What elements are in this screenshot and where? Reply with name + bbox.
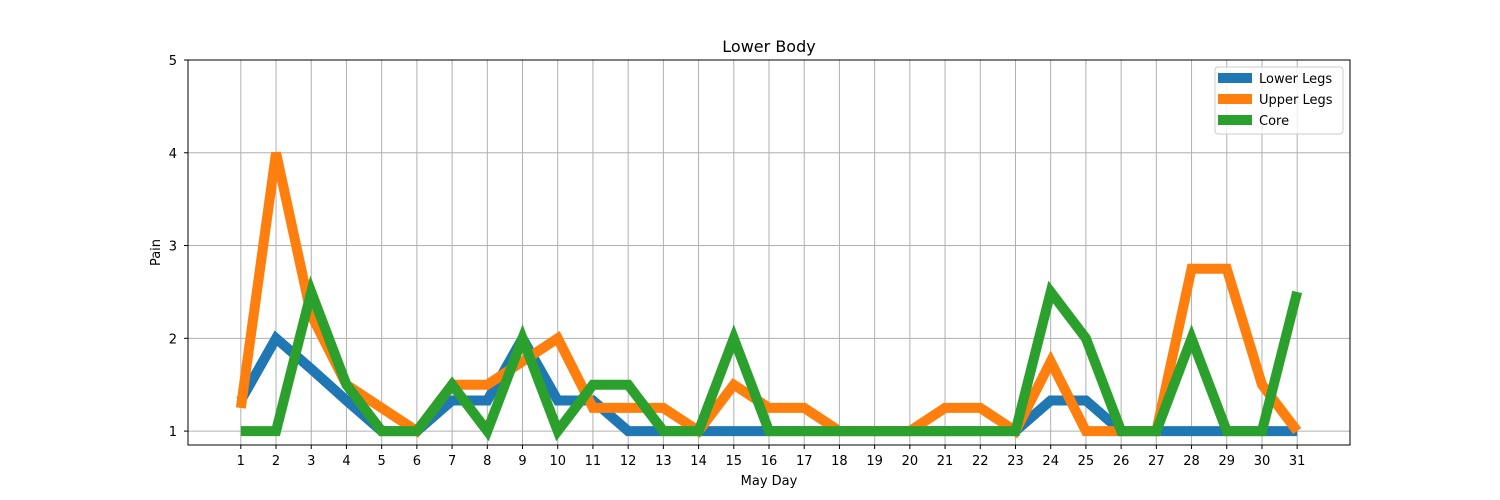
x-tick-label: 25 xyxy=(1078,454,1095,469)
y-tick-label: 4 xyxy=(169,147,177,162)
x-tick-label: 29 xyxy=(1218,454,1235,469)
x-tick-label: 14 xyxy=(690,454,707,469)
x-tick-label: 19 xyxy=(866,454,883,469)
x-tick-label: 7 xyxy=(448,454,456,469)
x-tick-label: 23 xyxy=(1007,454,1024,469)
legend-label: Lower Legs xyxy=(1259,72,1332,87)
x-tick-label: 26 xyxy=(1113,454,1130,469)
x-tick-label: 2 xyxy=(272,454,280,469)
legend-label: Upper Legs xyxy=(1259,93,1333,108)
x-tick-label: 27 xyxy=(1148,454,1165,469)
x-tick-label: 15 xyxy=(726,454,743,469)
y-axis-label: Pain xyxy=(149,239,164,266)
x-tick-label: 4 xyxy=(342,454,350,469)
x-tick-label: 28 xyxy=(1183,454,1200,469)
x-tick-label: 6 xyxy=(413,454,421,469)
y-tick-label: 5 xyxy=(169,54,177,69)
x-tick-label: 5 xyxy=(378,454,386,469)
x-tick-label: 11 xyxy=(585,454,602,469)
x-tick-label: 13 xyxy=(655,454,672,469)
legend-label: Core xyxy=(1259,114,1289,129)
series-line-core xyxy=(240,275,1303,442)
x-tick-label: 22 xyxy=(972,454,989,469)
y-tick-label: 3 xyxy=(169,240,177,255)
x-tick-label: 8 xyxy=(483,454,491,469)
y-tick-label: 1 xyxy=(169,425,177,440)
x-tick-label: 24 xyxy=(1042,454,1059,469)
x-tick-label: 17 xyxy=(796,454,813,469)
x-axis-label: May Day xyxy=(741,474,798,489)
x-tick-label: 1 xyxy=(237,454,245,469)
x-tick-label: 21 xyxy=(937,454,954,469)
x-tick-label: 18 xyxy=(831,454,848,469)
y-tick-label: 2 xyxy=(169,332,177,347)
x-tick-label: 3 xyxy=(307,454,315,469)
legend: Lower Legs Upper Legs Core xyxy=(1214,66,1344,135)
x-tick-label: 31 xyxy=(1289,454,1306,469)
y-axis-ticks: 1 2 3 4 5 xyxy=(169,54,188,440)
x-tick-label: 16 xyxy=(761,454,778,469)
x-tick-label: 9 xyxy=(518,454,526,469)
x-tick-label: 10 xyxy=(549,454,566,469)
x-tick-label: 12 xyxy=(620,454,637,469)
x-tick-label: 30 xyxy=(1254,454,1271,469)
x-tick-label: 20 xyxy=(902,454,919,469)
x-axis-ticks: 1 2 3 4 5 6 7 8 9 10 11 12 13 14 15 16 17 18 19 20 21 22 23 24 2… xyxy=(237,445,1306,469)
series-group xyxy=(235,151,1303,442)
chart-title: Lower Body xyxy=(722,37,815,56)
